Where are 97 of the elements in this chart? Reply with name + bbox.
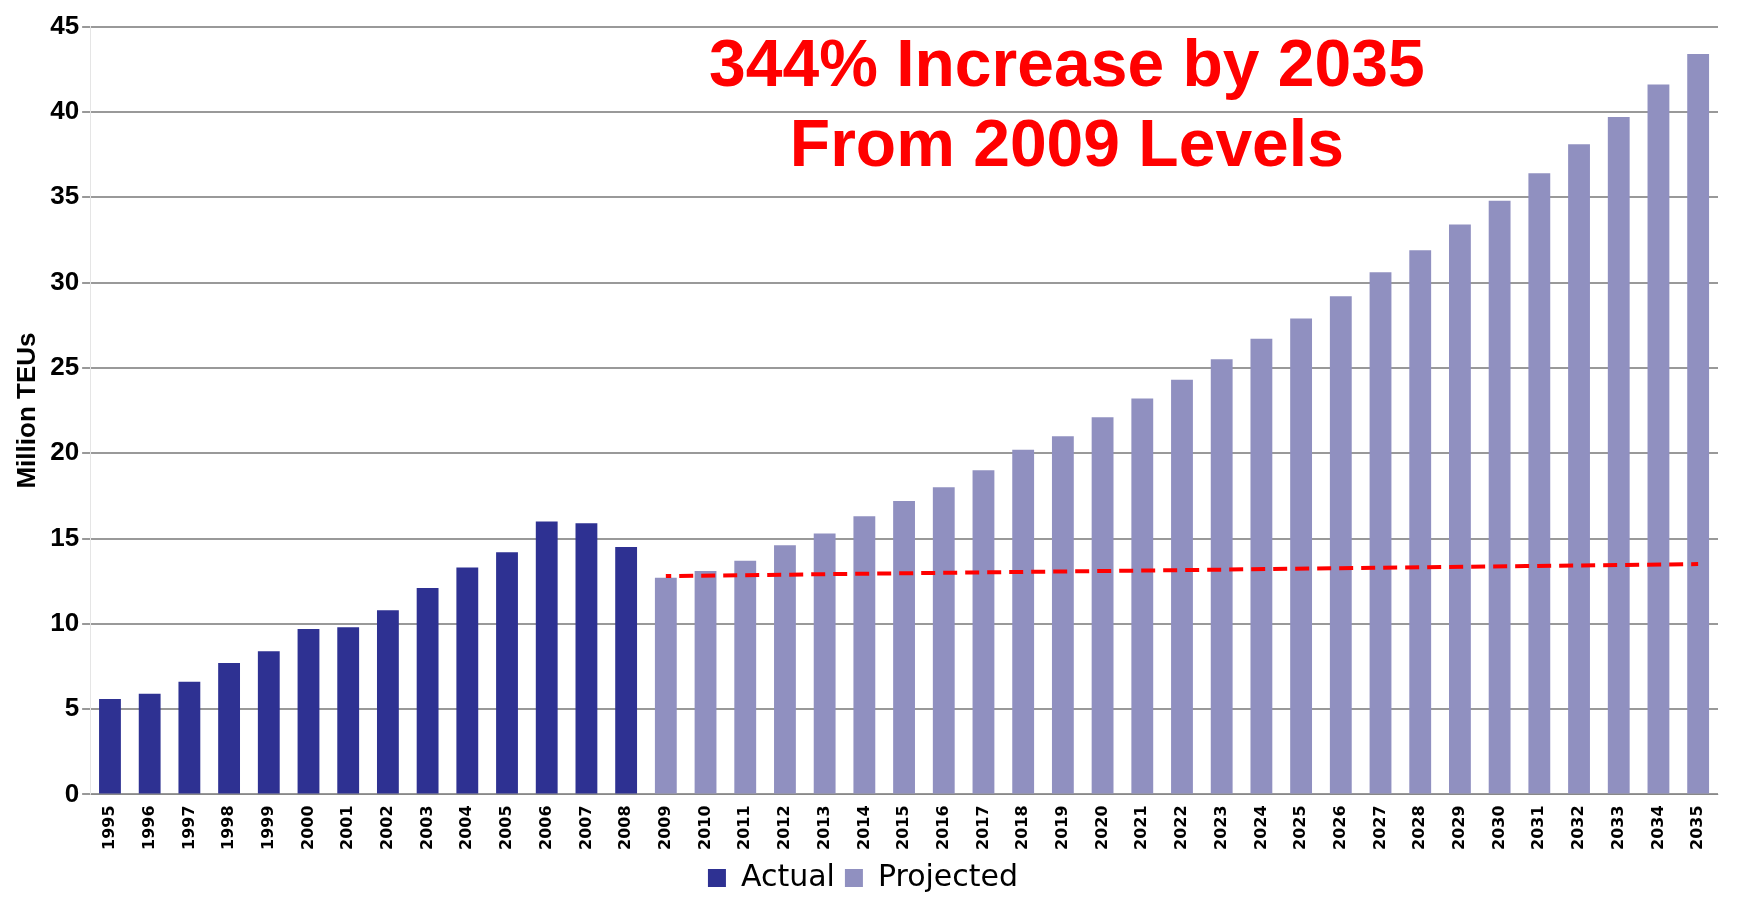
bar — [813, 533, 836, 794]
x-tick-label: 2010 — [694, 805, 714, 850]
bar — [1091, 417, 1114, 794]
legend-label: Actual — [740, 857, 835, 893]
y-tick-label: 20 — [50, 436, 80, 467]
bar — [218, 663, 240, 794]
x-tick-label: 1998 — [218, 805, 238, 850]
bar — [774, 545, 796, 794]
bar — [575, 523, 598, 794]
bar — [376, 610, 399, 794]
y-tick-label: 0 — [64, 777, 80, 808]
y-tick-label: 30 — [50, 265, 80, 296]
bar — [1369, 272, 1392, 794]
x-tick-label: 2018 — [1012, 805, 1032, 850]
x-tick-label: 2007 — [575, 805, 595, 850]
bar — [1607, 117, 1630, 794]
x-tick-label: 2006 — [535, 805, 555, 850]
x-tick-label: 2024 — [1250, 805, 1270, 850]
bar — [1290, 318, 1313, 794]
x-tick-label: 2026 — [1329, 805, 1349, 850]
y-tick-label: 15 — [50, 521, 80, 552]
bar — [1449, 224, 1471, 794]
bar — [1528, 173, 1551, 794]
x-tick-label: 2030 — [1488, 805, 1508, 850]
bar — [337, 627, 360, 794]
x-tick-label: 1997 — [178, 805, 198, 850]
bar — [416, 588, 439, 794]
bar — [694, 570, 717, 794]
x-tick-label: 2031 — [1528, 805, 1548, 850]
bar — [1051, 436, 1074, 794]
legend-label: Projected — [877, 857, 1019, 893]
y-tick-label: 40 — [50, 95, 80, 126]
x-tick-label: 2017 — [972, 805, 992, 850]
bar — [1329, 296, 1352, 794]
bar — [932, 487, 955, 794]
x-tick-label: 2015 — [893, 805, 913, 850]
x-tick-label: 2035 — [1687, 805, 1707, 850]
bar — [178, 681, 201, 794]
x-tick-label: 2002 — [377, 805, 397, 850]
bar — [853, 516, 876, 794]
bar — [972, 470, 995, 794]
bar — [535, 521, 558, 794]
bar — [1012, 449, 1035, 794]
y-tick-label: 25 — [50, 351, 80, 382]
x-tick-label: 2009 — [654, 805, 674, 850]
bar — [1488, 200, 1511, 794]
annotation: From 2009 Levels — [789, 105, 1344, 180]
x-tick-label: 2001 — [337, 805, 357, 850]
x-tick-label: 2027 — [1369, 805, 1389, 850]
x-tick-label: 2005 — [496, 805, 516, 850]
bar — [138, 693, 161, 794]
x-tick-label: 2033 — [1607, 805, 1627, 850]
y-tick-label: 5 — [64, 692, 80, 723]
x-tick-label: 2008 — [615, 805, 635, 850]
x-tick-label: 2011 — [734, 805, 754, 850]
x-tick-label: 2034 — [1647, 805, 1667, 850]
x-tick-label: 2020 — [1091, 805, 1111, 850]
bar — [1210, 359, 1233, 794]
y-tick-label: 45 — [50, 9, 80, 40]
bar — [1647, 84, 1670, 794]
bar — [1568, 144, 1590, 794]
x-tick-label: 2021 — [1131, 805, 1151, 850]
bar — [1250, 338, 1273, 794]
x-tick-label: 2019 — [1052, 805, 1072, 850]
x-tick-label: 1995 — [99, 805, 119, 850]
x-tick-label: 2013 — [813, 805, 833, 850]
bar — [456, 567, 479, 794]
x-tick-label: 2000 — [297, 805, 317, 850]
bar — [99, 698, 121, 794]
y-tick-label: 35 — [50, 180, 80, 211]
x-tick-label: 2022 — [1171, 805, 1191, 850]
bar — [257, 651, 280, 794]
x-tick-label: 2016 — [932, 805, 952, 850]
bar — [615, 547, 638, 794]
bar — [1687, 53, 1710, 794]
x-tick-label: 2003 — [416, 805, 436, 850]
x-tick-label: 2004 — [456, 805, 476, 850]
x-tick-label: 2025 — [1290, 805, 1310, 850]
annotation: 344% Increase by 2035 — [709, 25, 1425, 100]
bar — [1171, 379, 1193, 794]
bar — [893, 500, 915, 794]
x-tick-label: 2023 — [1210, 805, 1230, 850]
x-tick-label: 2032 — [1568, 805, 1588, 850]
x-tick-label: 2028 — [1409, 805, 1429, 850]
bar — [654, 577, 677, 794]
y-axis-title: Million TEUs — [10, 332, 41, 489]
bar — [496, 552, 518, 794]
x-tick-label: 1999 — [257, 805, 277, 850]
x-tick-label: 1996 — [138, 805, 158, 850]
x-tick-label: 2029 — [1449, 805, 1469, 850]
x-tick-label: 2014 — [853, 805, 873, 850]
x-tick-label: 2012 — [774, 805, 794, 850]
bar — [297, 628, 320, 794]
bar — [1131, 398, 1154, 794]
bar — [1409, 250, 1432, 794]
bar — [734, 560, 757, 794]
y-tick-label: 10 — [50, 607, 80, 637]
